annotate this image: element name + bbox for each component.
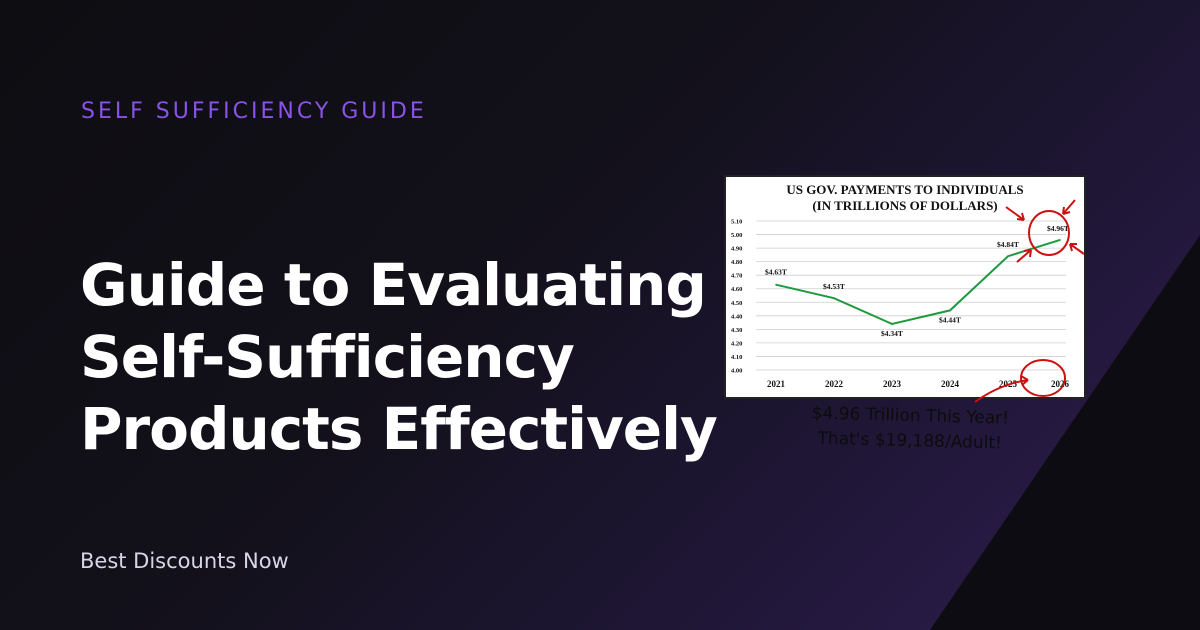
- data-point: [891, 323, 893, 325]
- x-tick-label: 2024: [941, 379, 960, 389]
- chart-image: US GOV. PAYMENTS TO INDIVIDUALS (IN TRILL…: [724, 175, 1086, 399]
- x-tick-label: 2022: [825, 379, 844, 389]
- best-discounts-link[interactable]: Best Discounts Now: [80, 549, 289, 573]
- circle-highlight-value: [1028, 210, 1070, 256]
- section-kicker: SELF SUFFICIENCY GUIDE: [81, 99, 427, 124]
- y-tick-label: 5.00: [731, 232, 742, 239]
- x-tick-label: 2023: [883, 379, 902, 389]
- y-tick-label: 5.10: [731, 219, 742, 226]
- chart-subtitle: (IN TRILLIONS OF DOLLARS): [812, 198, 997, 213]
- data-point: [949, 309, 951, 312]
- arrow-icon: [1016, 249, 1032, 263]
- page-title: Guide to Evaluating Self-Sufficiency Pro…: [80, 249, 718, 465]
- y-tick-label: 4.50: [731, 300, 742, 307]
- arrow-icon: [1069, 243, 1085, 255]
- data-label: $4.63T: [765, 268, 787, 277]
- handwritten-note: $4.96 Trillion This Year! That's $19,188…: [769, 400, 1050, 457]
- data-label: $4.53T: [823, 282, 845, 291]
- data-label: $4.44T: [939, 315, 961, 324]
- circle-highlight-year: [1020, 359, 1066, 397]
- data-label: $4.84T: [997, 240, 1019, 249]
- data-label: $4.96T: [1047, 224, 1069, 233]
- arrow-icon: [1005, 206, 1025, 221]
- series-line: [775, 239, 1061, 325]
- y-tick-label: 4.10: [731, 354, 742, 361]
- y-tick-label: 4.90: [731, 246, 742, 253]
- chart-title: US GOV. PAYMENTS TO INDIVIDUALS: [786, 182, 1023, 197]
- line-chart: US GOV. PAYMENTS TO INDIVIDUALS(IN TRILL…: [731, 182, 1070, 389]
- data-point: [833, 297, 835, 300]
- y-tick-label: 4.60: [731, 286, 742, 293]
- title-line-3: Products Effectively: [80, 394, 718, 463]
- y-tick-label: 4.00: [731, 368, 742, 375]
- title-line-2: Self-Sufficiency: [80, 322, 575, 391]
- data-label: $4.34T: [881, 329, 903, 338]
- title-line-1: Guide to Evaluating: [80, 250, 707, 319]
- y-tick-label: 4.80: [731, 259, 742, 266]
- y-tick-label: 4.70: [731, 273, 742, 280]
- x-tick-label: 2021: [767, 379, 786, 389]
- x-tick-label: 2026: [1051, 379, 1070, 389]
- data-point: [1059, 239, 1061, 241]
- data-point: [775, 283, 777, 286]
- y-tick-label: 4.30: [731, 327, 742, 334]
- data-point: [1007, 255, 1009, 258]
- arrow-icon: [1062, 199, 1076, 215]
- arrow-icon: [974, 375, 1029, 403]
- y-tick-label: 4.20: [731, 340, 742, 347]
- y-tick-label: 4.40: [731, 313, 742, 320]
